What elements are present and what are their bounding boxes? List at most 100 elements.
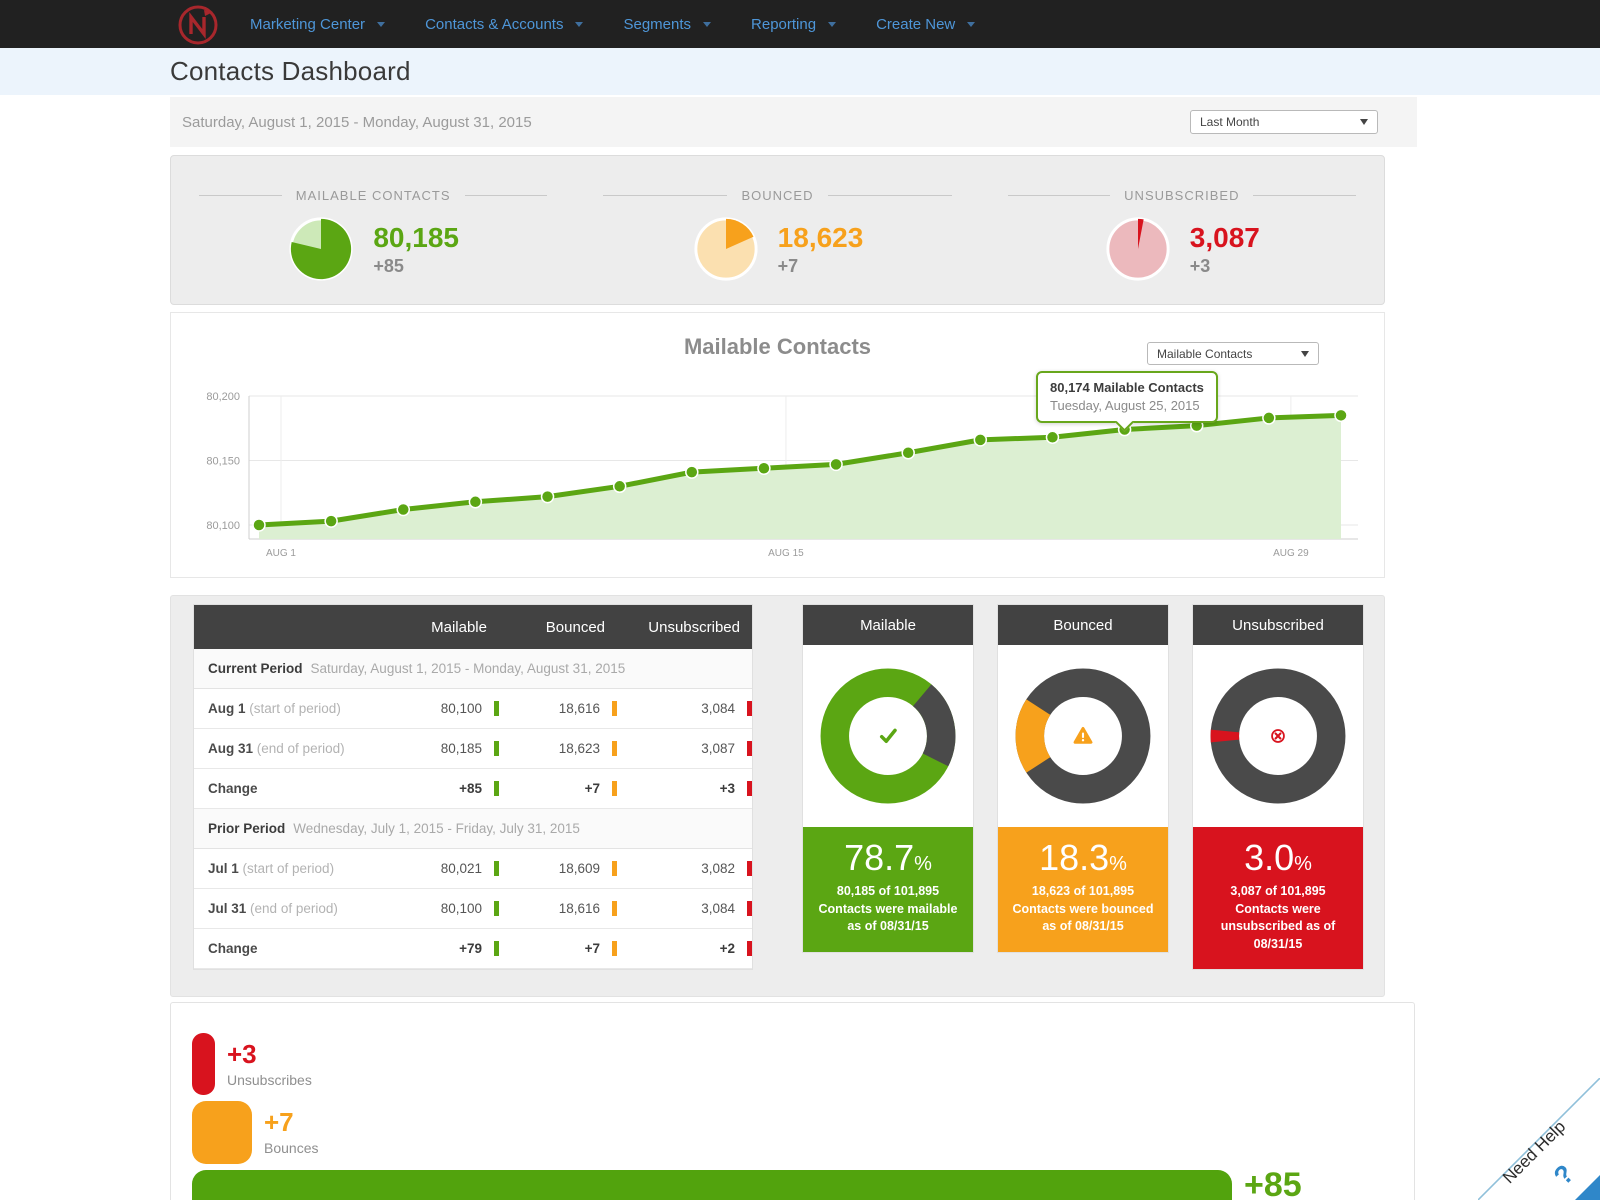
divider-line [199,195,282,196]
donut-card-title: Bounced [998,605,1168,645]
period-band-dates: Saturday, August 1, 2015 - Monday, Augus… [310,661,626,676]
net-results-logo-icon[interactable] [176,2,220,46]
svg-text:80,200: 80,200 [206,391,240,403]
donut-percent: 78.7 [844,837,915,878]
nav-item-label: Reporting [751,15,817,33]
mailable-contacts-chart-panel: Mailable Contacts Mailable Contacts 80,2… [170,312,1385,578]
row-note: (start of period) [242,861,335,876]
nav-item-label: Marketing Center [250,15,366,33]
cell-mailable: +79 [384,941,499,956]
nav-item-label: Contacts & Accounts [425,15,564,33]
date-range-select[interactable]: Last Month [1190,110,1378,134]
cell-bounced: 18,623 [499,741,617,756]
date-range-bar: Saturday, August 1, 2015 - Monday, Augus… [170,97,1417,147]
activity-value: +7 [264,1107,294,1137]
warning-icon [1073,726,1093,744]
table-row: Jul 31 (end of period) 80,100 18,616 3,0… [194,889,752,929]
donut-card-title: Mailable [803,605,973,645]
activity-row-unsubscribes: +3 Unsubscribes [192,1033,1414,1095]
row-label: Aug 1 [208,701,246,716]
top-nav-bar: Marketing Center Contacts & Accounts Seg… [0,0,1600,48]
unsubscribes-bar[interactable] [192,1033,215,1095]
stat-card-mailable: MAILABLE CONTACTS 80,185 +85 [171,156,575,304]
cell-unsubscribed: 3,084 [617,701,752,716]
period-comparison-table: Mailable Bounced Unsubscribed Current Pe… [193,604,753,970]
cell-bounced: 18,616 [499,901,617,916]
nav-item-contacts-accounts[interactable]: Contacts & Accounts [425,15,584,33]
ribbon-corner-icon [1575,1175,1600,1200]
col-header-bounced: Bounced [545,618,605,636]
chart-metric-select[interactable]: Mailable Contacts [1147,342,1319,365]
caret-down-icon [828,21,837,27]
caret-down-icon [377,21,386,27]
stat-value: 3,087 [1189,221,1260,253]
percent-sign: % [1109,853,1127,875]
period-band-prior: Prior Period Wednesday, July 1, 2015 - F… [194,809,752,849]
divider-line [827,195,952,196]
caret-down-icon [575,21,584,27]
date-range-select-value: Last Month [1200,115,1260,129]
svg-text:AUG 29: AUG 29 [1273,548,1309,559]
table-header-row: Mailable Bounced Unsubscribed [194,605,752,649]
col-header-unsubscribed: Unsubscribed [648,618,740,636]
svg-text:80,150: 80,150 [206,456,240,468]
caret-down-icon [703,21,712,27]
stat-card-bounced: BOUNCED 18,623 +7 [575,156,979,304]
divider-line [1253,195,1356,196]
percent-sign: % [1294,853,1312,875]
mailable-donut-chart [820,668,956,804]
activity-label: Bounces [264,1140,319,1156]
cell-mailable: +85 [384,781,499,796]
cell-unsubscribed: 3,087 [617,741,752,756]
donut-card-unsubscribed: Unsubscribed 3.0% 3,087 of 101,895 Conta… [1192,604,1364,970]
mailables-bar[interactable] [192,1170,1232,1200]
period-band-current: Current Period Saturday, August 1, 2015 … [194,649,752,689]
donut-card-bounced: Bounced 18.3% 18,623 of 101,895 Contacts… [997,604,1169,953]
check-icon [879,728,897,743]
bounced-donut-chart [1015,668,1151,804]
unsubscribed-pie-chart [1106,217,1170,281]
donut-description: 18,623 of 101,895 Contacts were bounced … [1012,884,1154,933]
row-note: (end of period) [256,741,345,756]
nav-item-reporting[interactable]: Reporting [751,15,837,33]
activity-label: Unsubscribes [227,1072,312,1088]
stat-delta: +85 [373,255,404,276]
donut-cards: Mailable 78.7% 80,185 of 101,895 Contact… [802,604,1364,970]
chart-tooltip: 80,174 Mailable Contacts Tuesday, August… [1036,371,1218,432]
cell-mailable: 80,185 [384,741,499,756]
cell-mailable: 80,100 [384,901,499,916]
activity-value: +3 [227,1039,257,1069]
caret-down-icon [967,21,976,27]
cross-circle-icon [1271,729,1285,743]
nav-item-segments[interactable]: Segments [623,16,712,33]
donut-percent: 18.3 [1039,837,1110,878]
need-help-ribbon[interactable]: Need Help ? [1478,1078,1600,1200]
bounces-bar[interactable] [192,1101,252,1164]
donut-description: 3,087 of 101,895 Contacts were unsubscri… [1220,884,1336,951]
table-row: Aug 1 (start of period) 80,100 18,616 3,… [194,689,752,729]
svg-text:80,100: 80,100 [206,520,240,532]
cell-bounced: 18,609 [499,861,617,876]
divider-line [464,195,548,196]
cell-unsubscribed: +3 [617,781,752,796]
nav-item-marketing-center[interactable]: Marketing Center [250,15,386,33]
svg-text:AUG 1: AUG 1 [266,548,296,559]
mailable-contacts-line-chart[interactable]: 80,200 80,150 80,100 AUG 1 AUG 15 AUG 29 [171,313,1384,577]
table-row: Jul 1 (start of period) 80,021 18,609 3,… [194,849,752,889]
stat-value: 80,185 [373,221,459,253]
period-comparison-section: Mailable Bounced Unsubscribed Current Pe… [170,595,1385,997]
cell-unsubscribed: 3,084 [617,901,752,916]
row-note: (end of period) [250,901,338,916]
cell-unsubscribed: 3,082 [617,861,752,876]
nav-item-create-new[interactable]: Create New [876,16,976,33]
divider-line [1007,195,1111,196]
stat-value: 18,623 [777,221,864,253]
cell-mailable: 80,100 [384,701,499,716]
cell-bounced: 18,616 [499,701,617,716]
donut-percent: 3.0 [1244,837,1295,878]
summary-stats-panel: MAILABLE CONTACTS 80,185 +85 BOUNCED 1 [170,155,1385,305]
nav-menu: Marketing Center Contacts & Accounts Seg… [250,15,976,33]
caret-down-icon [1301,350,1309,357]
activity-value: +85 [1244,1166,1302,1200]
stat-label: BOUNCED [741,188,814,203]
